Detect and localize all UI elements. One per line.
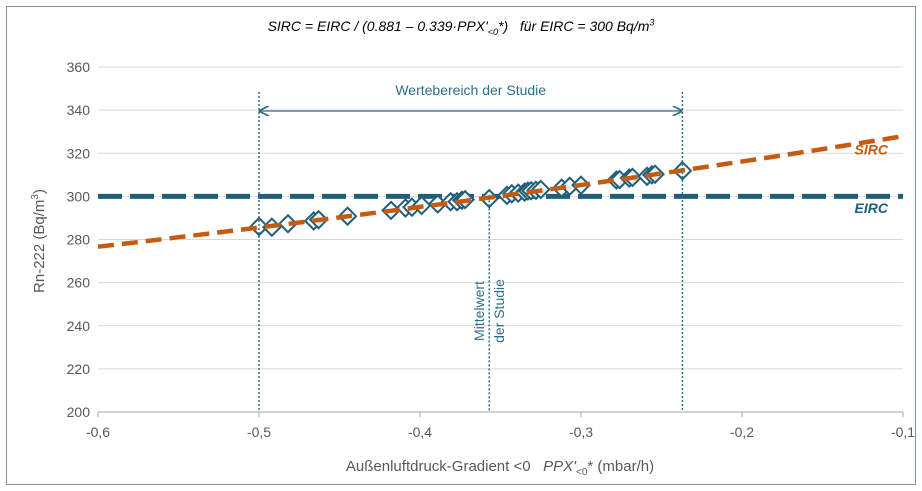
y-tick-label: 260 xyxy=(67,275,91,291)
y-tick-label: 340 xyxy=(67,102,91,118)
x-tick-labels: -0,6 -0,5 -0,4 -0,3 -0,2 -0,1 xyxy=(86,424,915,440)
annotations: Wertebereich der Studie Mittelwert der Stu… xyxy=(258,82,889,412)
sirc-label: SIRC xyxy=(855,141,889,157)
title-text: SIRC = EIRC / (0.881 – 0.339·PPX'<0*) fü… xyxy=(267,17,655,37)
x-tick-label: -0,6 xyxy=(86,424,110,440)
x-tick-label: -0,1 xyxy=(891,424,915,440)
x-tick-label: -0,3 xyxy=(569,424,593,440)
y-axis-label: Rn-222 (Bq/m3) xyxy=(30,189,48,293)
y-tick-label: 300 xyxy=(67,188,91,204)
mean-label-line2: der Studie xyxy=(491,279,507,343)
data-point xyxy=(278,213,298,234)
x-tick-label: -0,5 xyxy=(247,424,271,440)
x-tick-label: -0,2 xyxy=(730,424,754,440)
y-tick-label: 220 xyxy=(67,361,91,377)
x-axis-label: Außenluftdruck-Gradient <0 PPX'<0* (mbar… xyxy=(346,458,654,478)
y-tick-label: 360 xyxy=(67,59,91,75)
series-layer xyxy=(97,133,904,249)
y-tick-label: 280 xyxy=(67,232,91,248)
eirc-label: EIRC xyxy=(855,200,889,216)
y-tick-label: 200 xyxy=(67,404,91,420)
x-tick-label: -0,4 xyxy=(408,424,432,440)
chart-title: SIRC = EIRC / (0.881 – 0.339·PPX'<0*) fü… xyxy=(0,17,922,36)
sirc-curve xyxy=(97,133,904,249)
data-point xyxy=(249,216,269,237)
y-tick-label: 320 xyxy=(67,145,91,161)
mean-label-line1: Mittelwert xyxy=(471,281,487,341)
chart-frame xyxy=(6,6,916,485)
gridlines xyxy=(97,66,904,417)
y-tick-label: 240 xyxy=(67,318,91,334)
range-label: Wertebereich der Studie xyxy=(395,82,546,98)
y-tick-labels: 200 220 240 260 280 300 320 340 360 xyxy=(67,59,91,420)
